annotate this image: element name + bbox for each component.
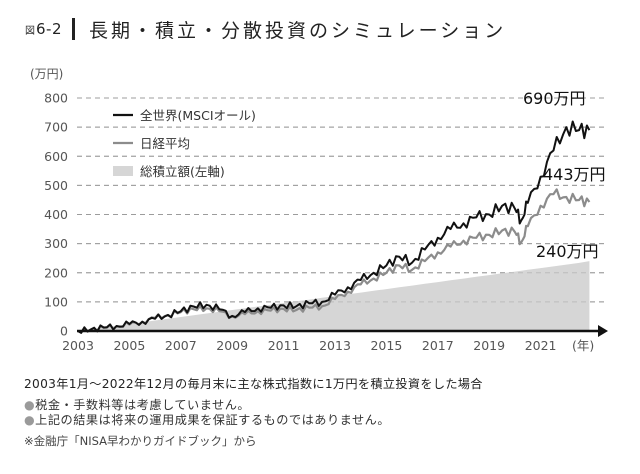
y-tick-label: 0 (60, 324, 68, 339)
x-axis-arrow-icon (598, 325, 608, 337)
x-tick-label: 2021 (525, 338, 557, 353)
y-axis-ticks: 0 100 200 300 400 500 600 700 800 (44, 91, 68, 339)
x-tick-label: 2015 (370, 338, 402, 353)
msci-line (77, 120, 591, 334)
total-contribution-area (78, 261, 590, 331)
x-tick-label: 2017 (422, 338, 454, 353)
y-tick-label: 300 (44, 236, 68, 251)
legend: 全世界(MSCIオール) 日経平均 総積立額(左軸) (113, 108, 256, 179)
chart-notes: 2003年1月〜2022年12月の毎月末に主な株式指数に1万円を積立投資をした場… (24, 377, 483, 449)
end-label-total: 240万円 (536, 242, 599, 261)
y-tick-label: 400 (44, 207, 68, 222)
x-tick-label: 2011 (268, 338, 300, 353)
legend-item-total: 総積立額(左軸) (113, 164, 225, 179)
figure-title-row: 図 6-2 長期・積立・分散投資のシミュレーション (25, 16, 506, 42)
x-tick-label: 2005 (113, 338, 145, 353)
title-divider (72, 18, 75, 40)
y-tick-label: 100 (44, 294, 68, 309)
x-axis-unit: (年) (572, 338, 594, 353)
x-tick-label: 2009 (216, 338, 248, 353)
x-tick-label: 2019 (473, 338, 505, 353)
legend-item-nikkei: 日経平均 (113, 136, 190, 151)
y-tick-label: 700 (44, 120, 68, 135)
bullet-icon: ● (24, 413, 36, 427)
note-text: 税金・手数料等は考慮していません。 (35, 398, 251, 412)
end-label-nikkei: 443万円 (543, 165, 606, 184)
x-axis-ticks: 2003 2005 2007 2009 2011 2013 2015 2017 2019 2021 (62, 338, 556, 353)
y-tick-label: 800 (44, 91, 68, 106)
simulation-condition: 2003年1月〜2022年12月の毎月末に主な株式指数に1万円を積立投資をした場… (24, 377, 483, 391)
note-text: 上記の結果は将来の運用成果を保証するものではありません。 (35, 413, 391, 427)
note-item: ●上記の結果は将来の運用成果を保証するものではありません。 (24, 413, 483, 428)
figure-prefix: 図 (25, 25, 35, 37)
legend-label-nikkei: 日経平均 (140, 136, 190, 151)
y-tick-label: 500 (44, 178, 68, 193)
y-axis-unit: (万円) (30, 67, 63, 81)
source-note: ※金融庁「NISA早わかりガイドブック」から (24, 434, 257, 448)
end-label-msci: 690万円 (523, 89, 586, 108)
legend-label-msci: 全世界(MSCIオール) (140, 108, 256, 123)
x-tick-label: 2003 (62, 338, 94, 353)
legend-label-total: 総積立額(左軸) (140, 164, 225, 179)
y-tick-label: 200 (44, 265, 68, 280)
y-tick-label: 600 (44, 149, 68, 164)
x-tick-label: 2007 (165, 338, 197, 353)
legend-swatch-total (113, 166, 133, 176)
chart-title: 長期・積立・分散投資のシミュレーション (89, 19, 507, 42)
legend-item-msci: 全世界(MSCIオール) (113, 108, 256, 123)
bullet-icon: ● (24, 398, 36, 412)
x-tick-label: 2013 (319, 338, 351, 353)
note-item: ●税金・手数料等は考慮していません。 (24, 398, 483, 413)
figure-number: 6-2 (36, 20, 62, 38)
